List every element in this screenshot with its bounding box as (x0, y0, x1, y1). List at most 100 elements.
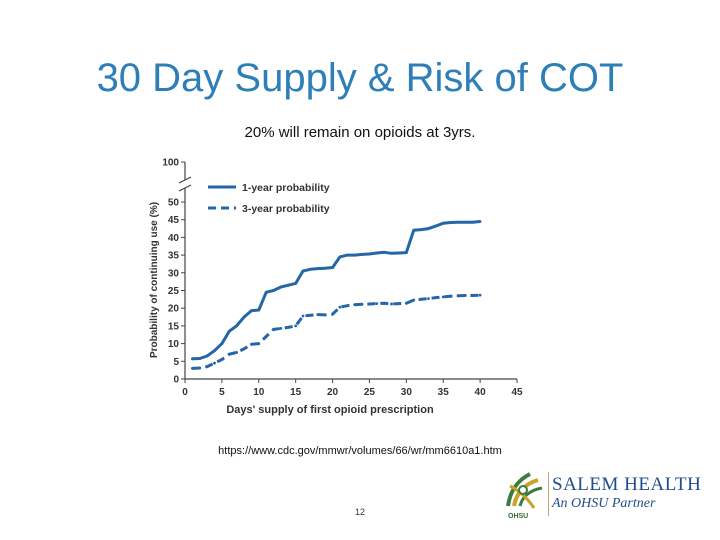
x-tick-label: 0 (182, 387, 188, 398)
x-tick-label: 20 (327, 387, 339, 398)
x-tick-label: 30 (401, 387, 413, 398)
y-tick-label: 30 (168, 268, 180, 279)
data-point-series-1 (257, 308, 261, 312)
data-point-series-1 (412, 228, 416, 232)
data-point-series-2 (198, 366, 202, 370)
data-point-series-2 (323, 313, 327, 317)
x-axis-label: Days' supply of first opioid prescriptio… (226, 404, 434, 416)
data-point-series-1 (441, 221, 445, 225)
y-tick-label: 100 (162, 158, 179, 169)
slide-title: 30 Day Supply & Risk of COT (96, 56, 624, 100)
data-point-series-2 (235, 351, 239, 354)
chart-axes: 100 0 5 10 15 20 25 30 35 40 45 50 0 5 10 15 20 25 30 35 40 4… (162, 158, 523, 399)
y-axis-break-mark (178, 184, 192, 192)
data-point-series-1 (301, 269, 305, 273)
logo-emblem-icon (506, 472, 543, 509)
data-point-series-2 (390, 302, 393, 306)
data-point-series-1 (360, 252, 364, 256)
data-point-series-1 (264, 290, 268, 294)
data-point-series-2 (449, 294, 452, 298)
data-point-series-2 (434, 296, 438, 299)
slide-subtitle: 20% will remain on opioids at 3yrs. (244, 124, 476, 141)
logo-tagline: An OHSU Partner (552, 496, 656, 511)
data-point-series-2 (190, 366, 194, 370)
data-point-series-2 (456, 294, 460, 298)
legend-label: 1-year probability (242, 182, 330, 194)
data-point-series-1 (309, 267, 312, 271)
data-point-series-2 (279, 326, 283, 330)
data-point-series-2 (404, 301, 408, 305)
data-point-series-1 (427, 227, 430, 230)
y-tick-label: 5 (173, 357, 179, 368)
logo-ohsu-text: OHSU (508, 513, 529, 520)
data-point-series-1 (213, 349, 216, 353)
data-point-series-1 (419, 228, 423, 232)
data-point-series-1 (345, 253, 349, 257)
data-point-series-1 (397, 251, 401, 255)
legend-label: 3-year probability (242, 203, 330, 215)
data-point-series-2 (375, 302, 379, 305)
source-citation[interactable]: https://www.cdc.gov/mmwr/volumes/66/wr/m… (218, 445, 502, 457)
data-point-series-2 (471, 294, 475, 297)
y-tick-label: 40 (168, 233, 180, 244)
data-point-series-1 (294, 282, 298, 285)
data-point-series-1 (463, 220, 467, 224)
data-point-series-1 (434, 224, 438, 228)
data-point-series-1 (338, 255, 342, 259)
salem-health-logo: OHSU SALEM HEALTH An OHSU Partner (500, 466, 710, 526)
x-tick-label: 25 (364, 387, 376, 398)
chart-series (190, 220, 482, 370)
data-point-series-2 (264, 335, 268, 338)
data-point-series-2 (316, 313, 320, 316)
data-point-series-1 (471, 220, 475, 224)
x-tick-label: 40 (475, 387, 487, 398)
data-point-series-1 (404, 251, 408, 255)
y-tick-label: 15 (168, 321, 180, 332)
data-point-series-2 (463, 294, 467, 297)
data-point-series-1 (353, 253, 357, 257)
x-tick-label: 15 (290, 387, 302, 398)
data-point-series-1 (382, 250, 386, 254)
data-point-series-2 (220, 358, 224, 361)
y-tick-label: 35 (168, 251, 180, 262)
data-point-series-1 (279, 285, 283, 289)
data-point-series-1 (316, 267, 320, 270)
series-line-2 (192, 293, 481, 370)
data-point-series-2 (478, 293, 482, 297)
y-tick-label: 25 (168, 286, 180, 297)
y-axis-label: Probability of continuing use (%) (149, 202, 160, 358)
data-point-series-1 (375, 251, 379, 255)
data-point-series-1 (272, 289, 275, 292)
x-tick-label: 10 (253, 387, 265, 398)
x-tick-label: 5 (219, 387, 225, 398)
data-point-series-2 (205, 365, 209, 369)
data-point-series-2 (227, 352, 231, 356)
data-point-series-2 (272, 328, 275, 331)
data-point-series-1 (227, 329, 231, 333)
data-point-series-1 (205, 354, 209, 358)
data-point-series-2 (309, 313, 312, 317)
logo-name: SALEM HEALTH (552, 474, 702, 495)
data-point-series-1 (190, 357, 194, 361)
data-point-series-2 (419, 297, 423, 301)
y-tick-label: 50 (168, 198, 180, 209)
x-tick-label: 45 (511, 387, 523, 398)
data-point-series-2 (286, 325, 290, 329)
data-point-series-1 (323, 266, 327, 270)
data-point-series-2 (353, 303, 357, 307)
data-point-series-1 (478, 220, 482, 223)
data-point-series-1 (286, 283, 290, 287)
data-point-series-2 (382, 301, 386, 305)
data-point-series-2 (427, 297, 430, 301)
y-tick-label: 20 (168, 304, 180, 315)
data-point-series-1 (456, 220, 460, 224)
data-point-series-2 (368, 302, 371, 306)
page-number: 12 (354, 507, 365, 517)
y-axis-break-mark (178, 176, 192, 184)
data-point-series-1 (331, 266, 334, 269)
data-point-series-1 (242, 315, 246, 319)
logo-divider (548, 472, 549, 516)
data-point-series-2 (257, 342, 261, 345)
data-point-series-2 (441, 295, 445, 299)
data-point-series-2 (250, 342, 253, 346)
